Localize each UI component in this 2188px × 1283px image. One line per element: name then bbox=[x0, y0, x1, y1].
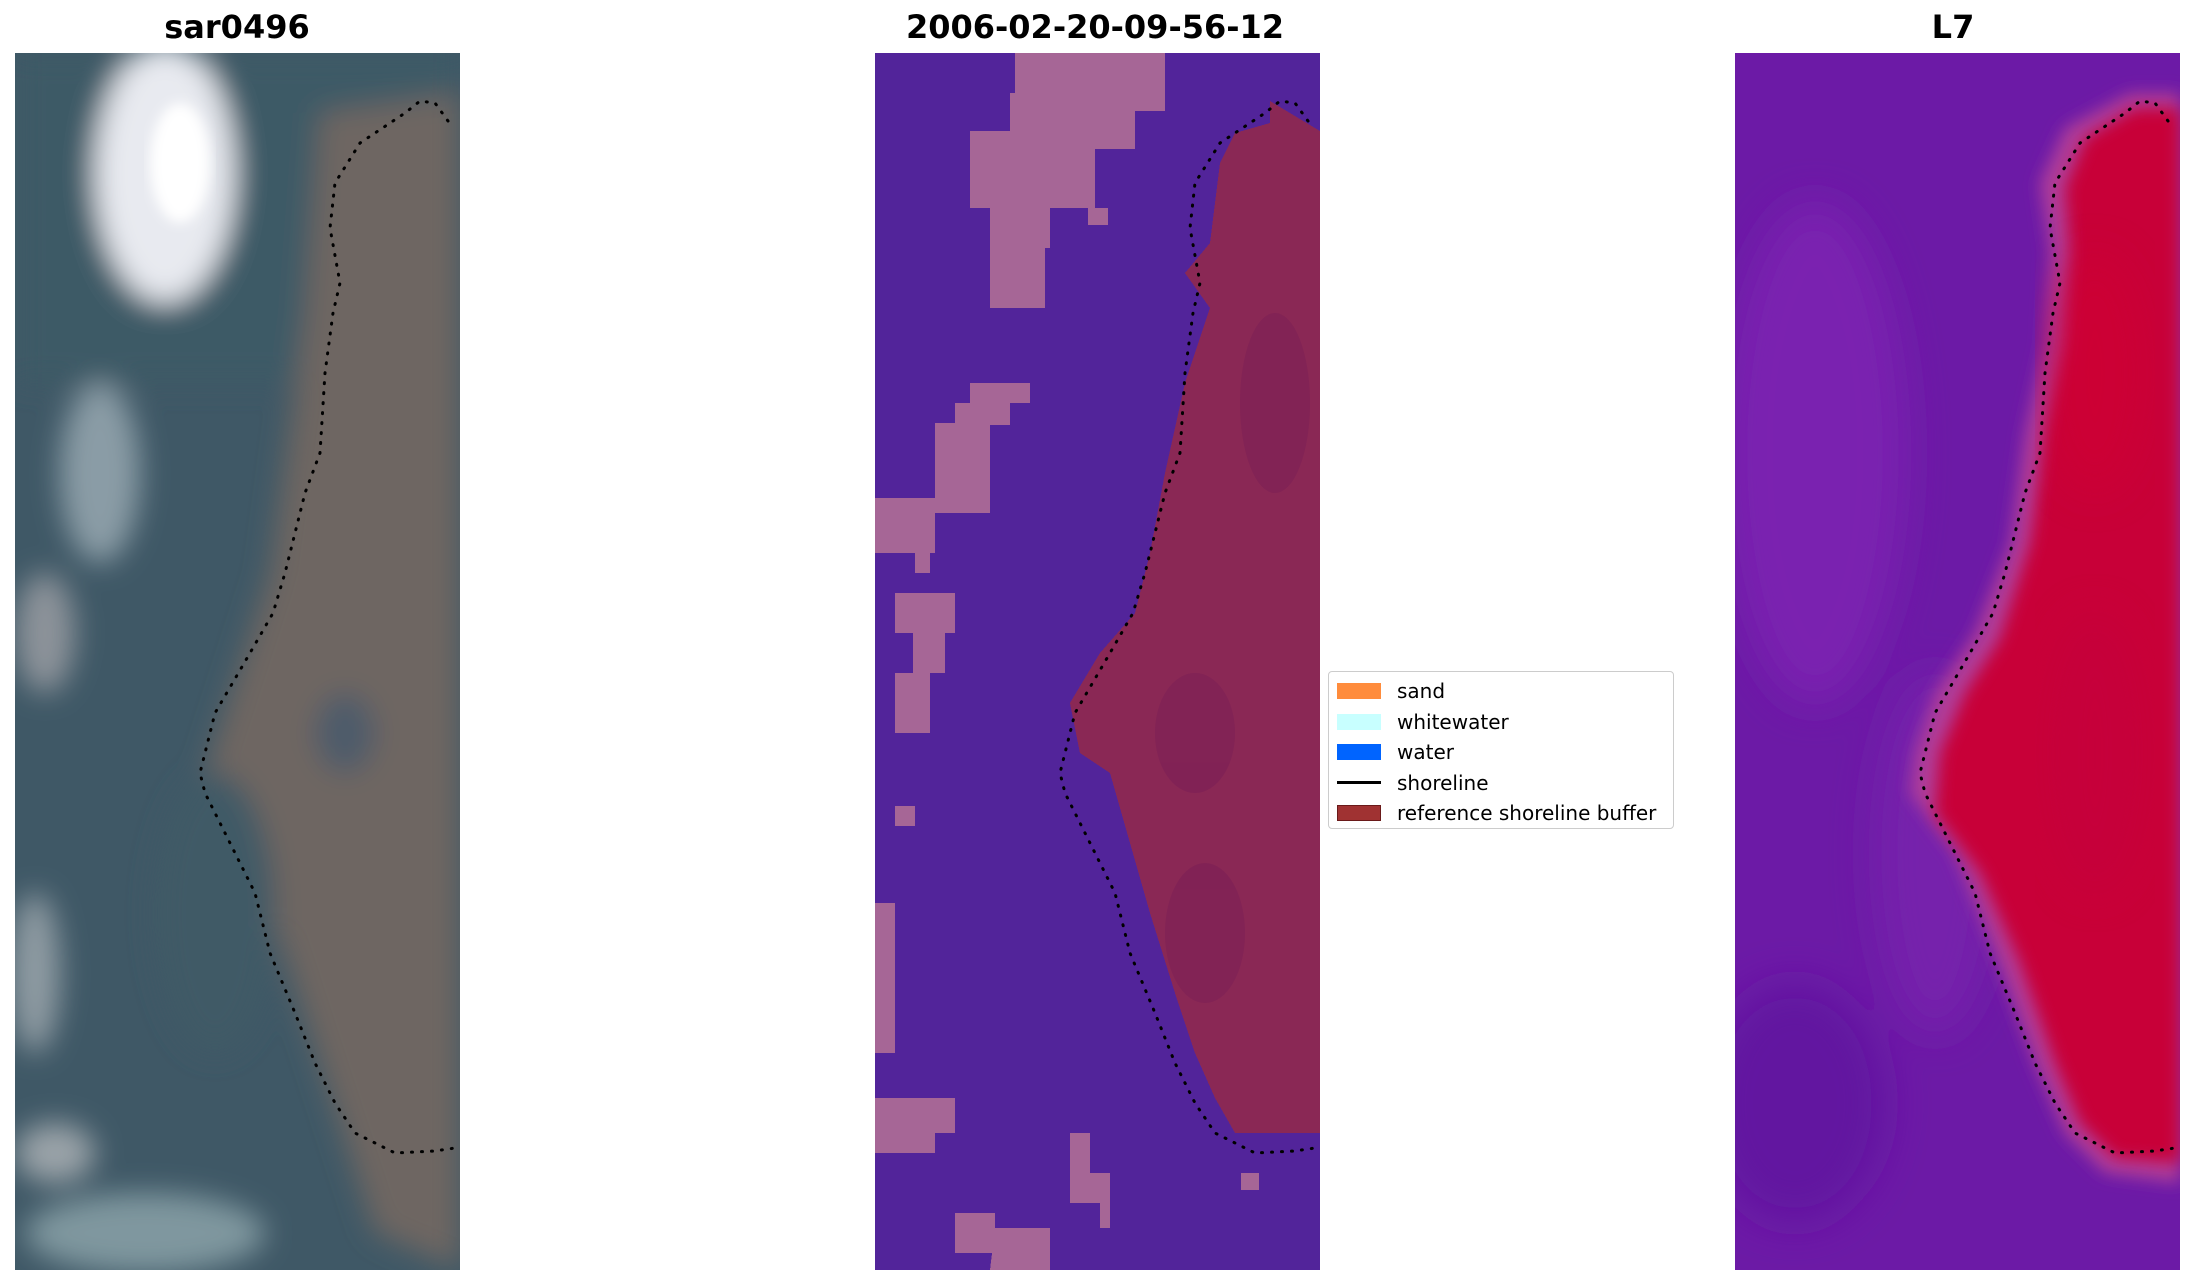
legend-item-water: water bbox=[1337, 737, 1665, 768]
legend-item-whitewater: whitewater bbox=[1337, 707, 1665, 738]
classified-image bbox=[875, 53, 1320, 1270]
legend-label-sand: sand bbox=[1397, 679, 1446, 704]
panel-title-rgb: sar0496 bbox=[164, 8, 310, 46]
panel-title-classified: 2006-02-20-09-56-12 bbox=[905, 8, 1285, 46]
index-image bbox=[1735, 53, 2180, 1270]
reference-buffer-swatch bbox=[1337, 805, 1381, 822]
legend-item-reference-buffer: reference shoreline buffer bbox=[1337, 798, 1665, 829]
whitewater-swatch bbox=[1337, 713, 1381, 730]
legend-item-shoreline: shoreline bbox=[1337, 768, 1665, 799]
index-image-panel bbox=[1735, 53, 2180, 1270]
legend-item-sand: sand bbox=[1337, 676, 1665, 707]
classified-image-panel bbox=[875, 53, 1320, 1270]
legend-label-whitewater: whitewater bbox=[1397, 709, 1509, 734]
legend: sand whitewater water shoreline referenc… bbox=[1328, 671, 1674, 829]
rgb-image bbox=[15, 53, 460, 1270]
water-swatch bbox=[1337, 744, 1381, 761]
sand-swatch bbox=[1337, 683, 1381, 700]
panel-title-index: L7 bbox=[1931, 8, 1975, 46]
shoreline-overlay-rgb bbox=[198, 99, 457, 1155]
shoreline-overlay-index bbox=[1918, 99, 2177, 1155]
legend-label-shoreline: shoreline bbox=[1397, 770, 1489, 795]
shoreline-overlay-classified bbox=[1058, 99, 1317, 1155]
legend-label-reference-buffer: reference shoreline buffer bbox=[1397, 801, 1657, 826]
rgb-image-panel bbox=[15, 53, 460, 1270]
legend-label-water: water bbox=[1397, 740, 1454, 765]
shoreline-swatch bbox=[1337, 781, 1381, 785]
